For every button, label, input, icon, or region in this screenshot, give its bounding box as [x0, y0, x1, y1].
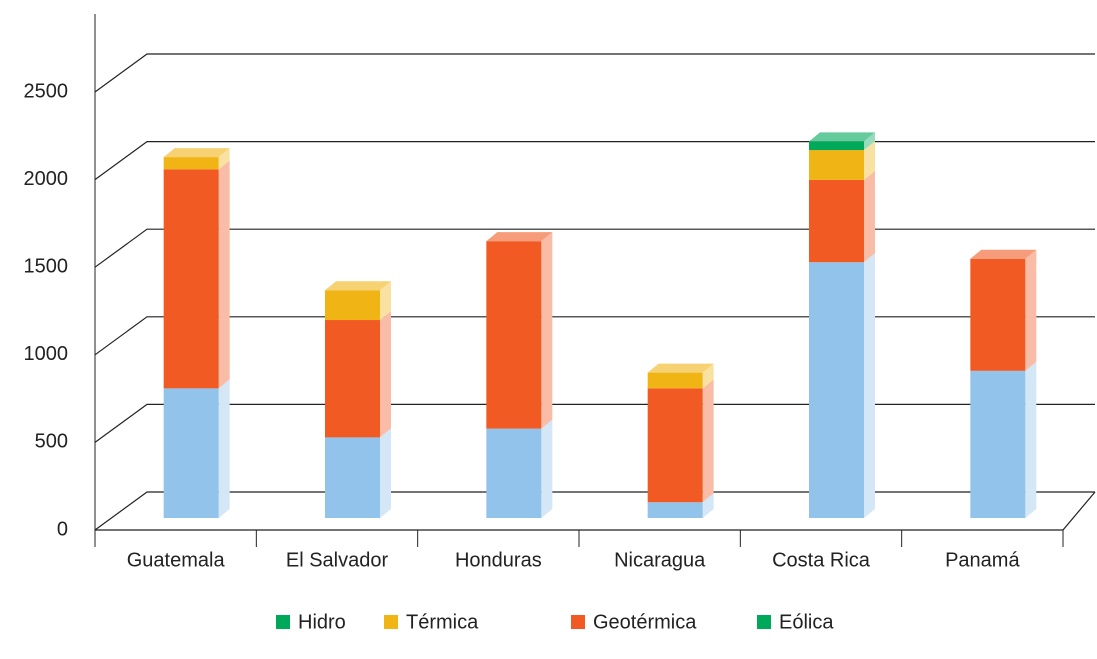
bar	[486, 241, 542, 429]
y-tick-label: 0	[57, 518, 68, 540]
bar-top	[647, 363, 714, 373]
bar	[970, 370, 1026, 518]
bar-side	[541, 232, 553, 429]
bar-top	[163, 148, 230, 158]
x-tick-label: Guatemala	[127, 549, 226, 571]
bar	[647, 372, 703, 389]
x-tick-label: Nicaragua	[614, 549, 706, 571]
bar-top	[325, 281, 391, 291]
x-tick-label: El Salvador	[286, 549, 389, 571]
legend-swatch	[276, 615, 290, 629]
grid-line	[94, 403, 1095, 443]
grid-line	[94, 228, 1095, 268]
grid-line	[94, 316, 1095, 356]
bar	[809, 179, 864, 263]
bar-side	[702, 493, 714, 518]
bar-side	[1025, 249, 1037, 371]
legend-swatch	[571, 615, 585, 629]
legend-label: Térmica	[406, 611, 479, 633]
bar-side	[541, 419, 553, 518]
bar	[647, 502, 703, 518]
bar-top	[970, 249, 1037, 259]
legend-label: Geotérmica	[593, 611, 697, 633]
bar-side	[864, 132, 875, 151]
y-tick-label: 2000	[24, 168, 69, 190]
bar	[809, 141, 864, 151]
bar	[163, 157, 219, 170]
bar-side	[702, 379, 714, 503]
bar	[325, 437, 380, 518]
bar-side	[218, 148, 230, 170]
bar	[809, 150, 864, 180]
y-tick-label: 500	[35, 431, 68, 453]
bar-top	[486, 232, 553, 242]
bar-side	[380, 281, 391, 321]
bar	[647, 388, 703, 503]
x-tick-label: Panamá	[945, 549, 1020, 571]
bar	[486, 428, 542, 518]
legend-label: Hidro	[298, 611, 346, 633]
legend-label: Eólica	[779, 611, 834, 633]
legend-swatch	[384, 615, 398, 629]
bar	[325, 290, 380, 321]
bar-side	[864, 141, 875, 180]
bar-side	[702, 363, 714, 389]
bar-side	[864, 253, 875, 518]
bar	[163, 169, 219, 389]
y-tick-label: 1000	[24, 343, 69, 365]
bar-side	[380, 311, 391, 438]
legend-swatch	[757, 615, 771, 629]
bar-side	[1025, 361, 1037, 518]
bar	[809, 262, 864, 518]
bar-top	[809, 132, 875, 142]
bar-side	[218, 160, 230, 389]
x-tick-label: Honduras	[455, 549, 542, 571]
floor-edge	[95, 491, 1096, 531]
bar-side	[218, 379, 230, 518]
y-tick-label: 2500	[24, 80, 69, 102]
y-tick-label: 1500	[24, 255, 69, 277]
grid-line	[94, 491, 1095, 531]
bar	[163, 388, 219, 518]
bar-side	[864, 170, 875, 263]
x-tick-label: Costa Rica	[772, 549, 871, 571]
bar	[970, 258, 1026, 371]
bar-side	[380, 428, 391, 518]
grid-line	[94, 53, 1095, 93]
grid-line	[94, 141, 1095, 181]
bar	[325, 320, 380, 438]
